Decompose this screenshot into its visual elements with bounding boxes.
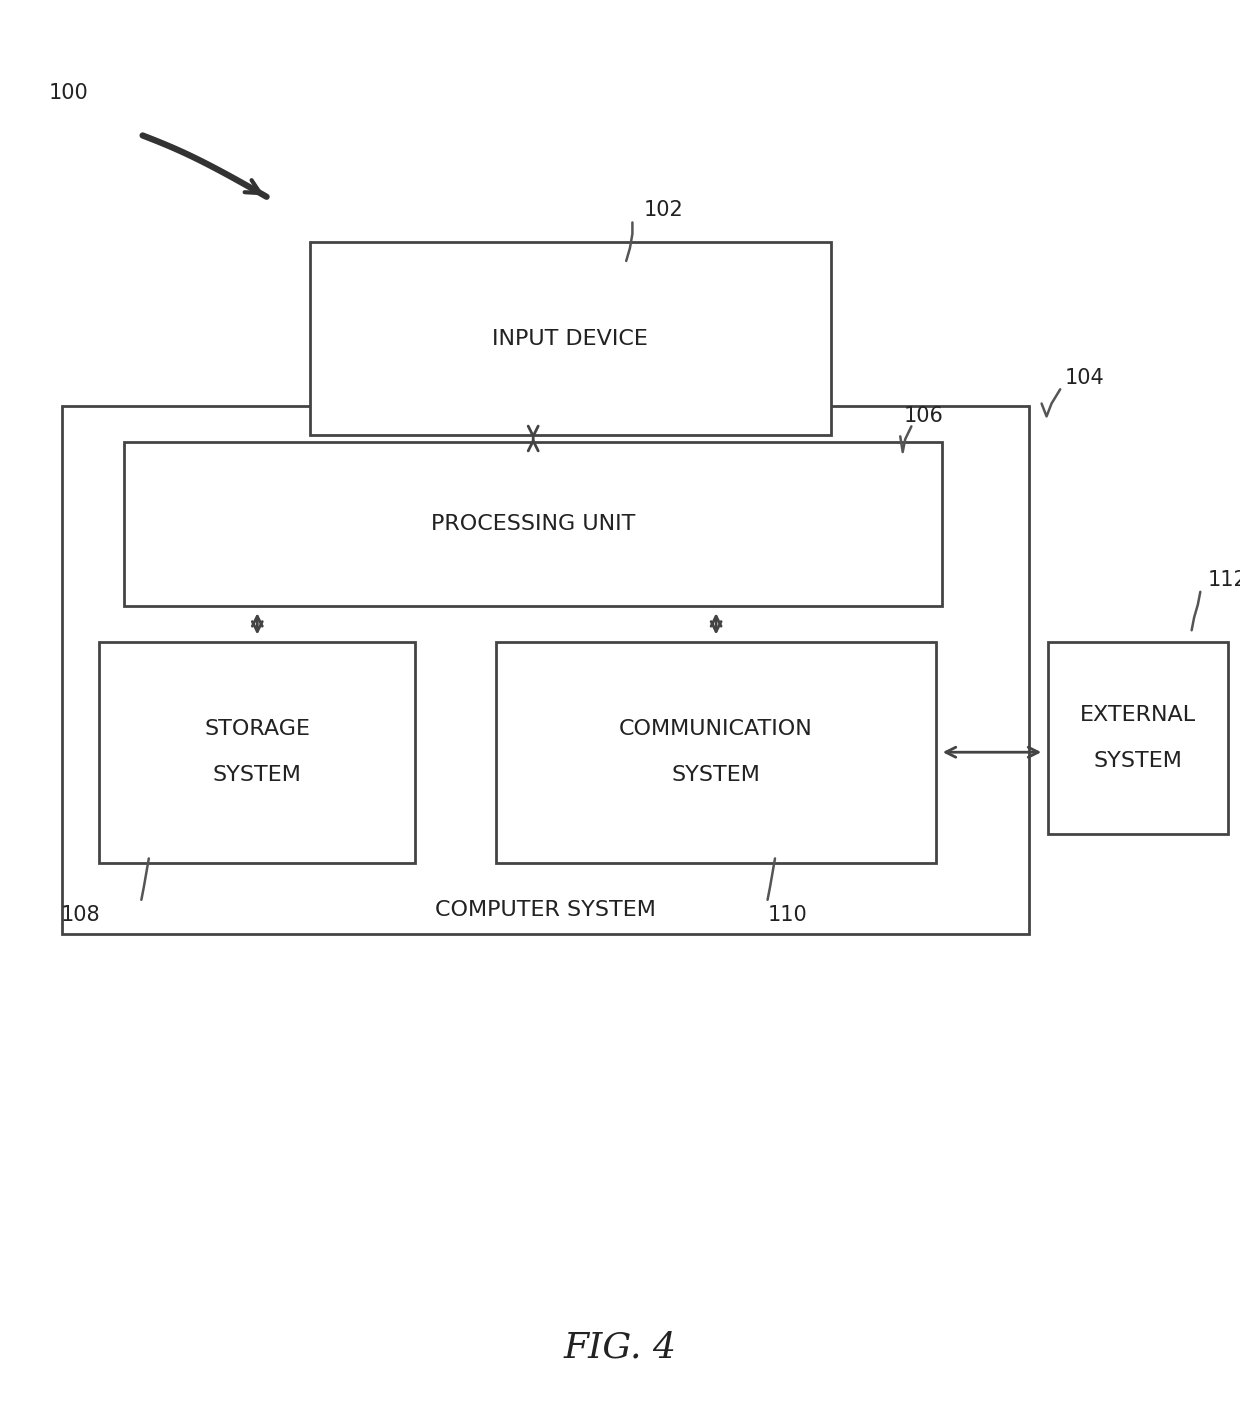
Text: SYSTEM: SYSTEM	[213, 764, 301, 786]
Bar	[124, 442, 942, 606]
Bar	[62, 406, 1029, 934]
Text: 102: 102	[644, 200, 683, 220]
Bar	[310, 242, 831, 435]
Text: 112: 112	[1208, 570, 1240, 590]
Text: PROCESSING UNIT: PROCESSING UNIT	[432, 513, 635, 535]
Text: COMMUNICATION: COMMUNICATION	[619, 719, 813, 740]
Bar	[1048, 642, 1228, 834]
Text: 108: 108	[61, 906, 100, 925]
Text: 110: 110	[768, 906, 807, 925]
Bar	[99, 642, 415, 863]
Text: SYSTEM: SYSTEM	[1094, 750, 1182, 771]
Text: EXTERNAL: EXTERNAL	[1080, 704, 1195, 726]
Bar	[496, 642, 936, 863]
Text: STORAGE: STORAGE	[205, 719, 310, 740]
Text: FIG. 4: FIG. 4	[563, 1330, 677, 1365]
Text: INPUT DEVICE: INPUT DEVICE	[492, 328, 649, 349]
Text: 106: 106	[904, 406, 944, 426]
Text: COMPUTER SYSTEM: COMPUTER SYSTEM	[435, 900, 656, 920]
Text: 104: 104	[1065, 368, 1105, 388]
Text: 100: 100	[48, 83, 88, 103]
Text: SYSTEM: SYSTEM	[672, 764, 760, 786]
